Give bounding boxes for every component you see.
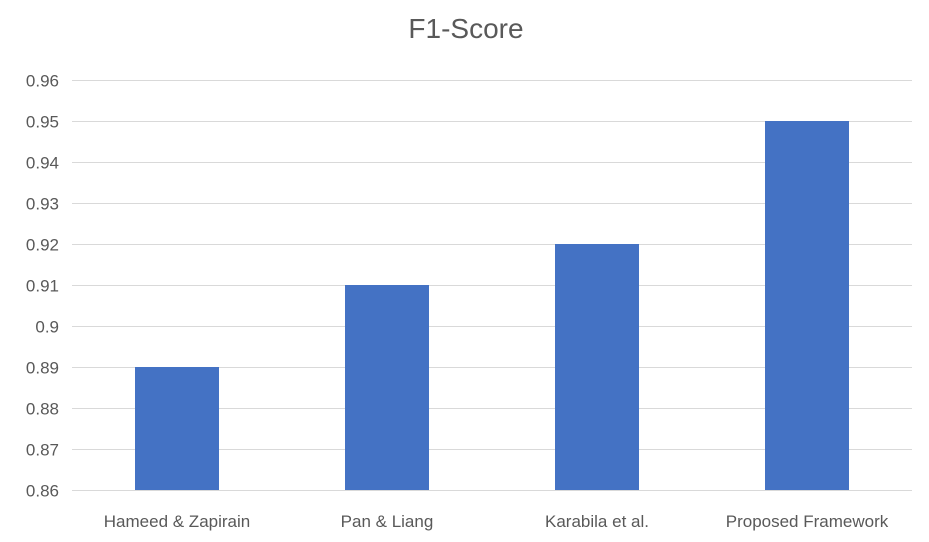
x-category-label: Pan & Liang — [341, 512, 434, 531]
x-category-label: Proposed Framework — [726, 512, 889, 531]
bar-4 — [765, 121, 849, 490]
bar-1 — [135, 367, 219, 490]
chart-title: F1-Score — [408, 13, 523, 44]
y-axis-tick-labels: 0.86 0.87 0.88 0.89 0.9 0.91 0.92 0.93 0.94 0.95 0… — [26, 72, 59, 501]
y-tick-label: 0.91 — [26, 277, 59, 296]
x-category-label: Karabila et al. — [545, 512, 649, 531]
y-tick-label: 0.87 — [26, 441, 59, 460]
y-tick-label: 0.9 — [35, 318, 59, 337]
bar-3 — [555, 244, 639, 490]
y-tick-label: 0.86 — [26, 482, 59, 501]
x-category-label: Hameed & Zapirain — [104, 512, 250, 531]
y-tick-label: 0.88 — [26, 400, 59, 419]
y-tick-label: 0.93 — [26, 195, 59, 214]
y-tick-label: 0.92 — [26, 236, 59, 255]
x-axis-category-labels: Hameed & Zapirain Pan & Liang Karabila et … — [104, 512, 889, 531]
y-tick-label: 0.89 — [26, 359, 59, 378]
y-tick-label: 0.95 — [26, 113, 59, 132]
bar-2 — [345, 285, 429, 490]
bars — [135, 121, 849, 490]
y-tick-label: 0.96 — [26, 72, 59, 91]
y-tick-label: 0.94 — [26, 154, 59, 173]
